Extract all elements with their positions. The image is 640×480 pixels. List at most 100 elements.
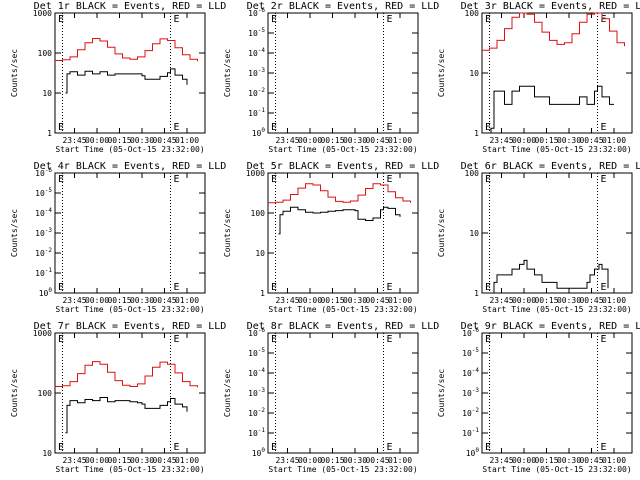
x-tick-label: 23:45 xyxy=(275,296,299,305)
y-tick-label: 10-6 xyxy=(248,7,265,18)
event-marker-label-top: E xyxy=(58,14,64,25)
y-axis-label: Counts/sec xyxy=(223,49,232,97)
event-marker-label-top: E xyxy=(601,174,607,185)
panel-title: Det 5r BLACK = Events, RED = LLD xyxy=(247,161,440,172)
x-tick-label: 00:15 xyxy=(320,296,344,305)
panel-title: Det 6r BLACK = Events, RED = LLD xyxy=(461,161,640,172)
series-line-events xyxy=(278,206,401,235)
event-marker-label-bottom: E xyxy=(174,442,180,453)
y-tick-label: 100 xyxy=(39,287,53,298)
event-marker-label-top: E xyxy=(271,174,277,185)
event-marker-label-bottom: E xyxy=(58,122,64,133)
event-marker-label-top: E xyxy=(174,14,180,25)
x-tick-label: 00:30 xyxy=(130,456,154,465)
plot-frame xyxy=(54,12,206,134)
y-tick-label: 10-3 xyxy=(248,67,265,78)
event-marker-label-bottom: E xyxy=(387,442,393,453)
y-tick-label: 10-2 xyxy=(462,407,479,418)
y-tick-label: 10-6 xyxy=(35,167,52,178)
x-tick-label: 00:45 xyxy=(152,456,176,465)
event-marker-label-top: E xyxy=(387,334,393,345)
panel-title: Det 4r BLACK = Events, RED = LLD xyxy=(34,161,227,172)
x-tick-label: 00:15 xyxy=(320,136,344,145)
x-tick-label: 01:00 xyxy=(388,296,412,305)
series-line-events xyxy=(489,85,614,134)
y-tick-label: 10-4 xyxy=(248,47,265,58)
event-marker-label-top: E xyxy=(485,174,491,185)
x-tick-label: 00:15 xyxy=(107,296,131,305)
x-tick-label: 01:00 xyxy=(175,456,199,465)
y-tick-label: 10 xyxy=(42,89,52,98)
event-marker-label-bottom: E xyxy=(387,282,393,293)
y-tick-label: 100 xyxy=(465,169,480,178)
x-tick-label: 00:30 xyxy=(343,296,367,305)
y-tick-label: 100 xyxy=(466,447,480,458)
y-tick-label: 1 xyxy=(474,129,479,138)
x-tick-label: 00:45 xyxy=(579,296,603,305)
plot-frame xyxy=(267,12,419,134)
x-tick-label: 00:30 xyxy=(130,296,154,305)
panel-title: Det 3r BLACK = Events, RED = LLD xyxy=(461,1,640,12)
x-tick-label: 00:45 xyxy=(152,296,176,305)
y-tick-label: 10-4 xyxy=(462,367,479,378)
y-axis-label: Counts/sec xyxy=(437,49,446,97)
y-tick-label: 10-3 xyxy=(248,387,265,398)
detector-panel-6: Det 6r BLACK = Events, RED = LLD 1 10 100 Co… xyxy=(437,161,640,314)
x-tick-label: 23:45 xyxy=(275,136,299,145)
y-tick-label: 10-2 xyxy=(35,247,52,258)
y-tick-label: 1000 xyxy=(246,169,265,178)
detector-panel-3: Det 3r BLACK = Events, RED = LLD 1 10 100 Co… xyxy=(437,1,640,154)
x-tick-label: 23:45 xyxy=(489,296,513,305)
detector-panel-2: Det 2r BLACK = Events, RED = LLD 100 10-1 1… xyxy=(223,1,439,154)
y-tick-label: 100 xyxy=(38,49,53,58)
y-tick-label: 1 xyxy=(474,289,479,298)
y-tick-label: 10-1 xyxy=(248,427,265,438)
y-tick-label: 10-1 xyxy=(462,427,479,438)
y-tick-label: 100 xyxy=(252,127,266,138)
panel-title: Det 9r BLACK = Events, RED = LLD xyxy=(461,321,640,332)
x-axis-label: Start Time (05-Oct-15 23:32:00) xyxy=(482,465,631,474)
event-marker-label-bottom: E xyxy=(387,122,393,133)
plot-frame xyxy=(54,172,206,294)
y-tick-label: 1000 xyxy=(33,329,52,338)
y-axis-label: Counts/sec xyxy=(10,49,19,97)
event-marker-label-bottom: E xyxy=(601,442,607,453)
x-axis-label: Start Time (05-Oct-15 23:32:00) xyxy=(268,145,417,154)
event-marker-label-bottom: E xyxy=(601,282,607,293)
x-tick-label: 00:30 xyxy=(343,136,367,145)
y-tick-label: 10-5 xyxy=(35,187,52,198)
x-tick-label: 23:45 xyxy=(489,456,513,465)
x-tick-label: 01:00 xyxy=(602,456,626,465)
detector-panel-1: Det 1r BLACK = Events, RED = LLD 1 10 100 10… xyxy=(10,1,226,154)
x-tick-label: 01:00 xyxy=(175,136,199,145)
y-tick-label: 10 xyxy=(469,229,479,238)
plot-frame xyxy=(481,332,633,454)
x-tick-label: 00:00 xyxy=(298,296,322,305)
x-tick-label: 00:45 xyxy=(365,136,389,145)
x-tick-label: 00:00 xyxy=(85,296,109,305)
event-marker-label-bottom: E xyxy=(271,442,277,453)
x-axis-label: Start Time (05-Oct-15 23:32:00) xyxy=(268,305,417,314)
y-axis-label: Counts/sec xyxy=(223,369,232,417)
x-axis-label: Start Time (05-Oct-15 23:32:00) xyxy=(482,145,631,154)
x-tick-label: 00:00 xyxy=(298,136,322,145)
detector-panel-7: Det 7r BLACK = Events, RED = LLD 10 100 100… xyxy=(10,321,226,474)
panel-title: Det 2r BLACK = Events, RED = LLD xyxy=(247,1,440,12)
x-tick-label: 23:45 xyxy=(62,136,86,145)
x-tick-label: 00:45 xyxy=(365,296,389,305)
y-tick-label: 10-2 xyxy=(248,407,265,418)
y-tick-label: 10-5 xyxy=(248,27,265,38)
y-tick-label: 10-6 xyxy=(462,327,479,338)
x-tick-label: 00:00 xyxy=(512,296,536,305)
x-tick-label: 00:15 xyxy=(534,136,558,145)
x-tick-label: 00:30 xyxy=(130,136,154,145)
x-tick-label: 00:45 xyxy=(579,136,603,145)
y-axis-label: Counts/sec xyxy=(437,209,446,257)
event-marker-label-bottom: E xyxy=(271,122,277,133)
x-tick-label: 23:45 xyxy=(489,136,513,145)
x-tick-label: 00:30 xyxy=(343,456,367,465)
x-tick-label: 23:45 xyxy=(62,456,86,465)
y-tick-label: 10 xyxy=(469,69,479,78)
series-line-events xyxy=(489,259,609,294)
y-tick-label: 1 xyxy=(260,289,265,298)
